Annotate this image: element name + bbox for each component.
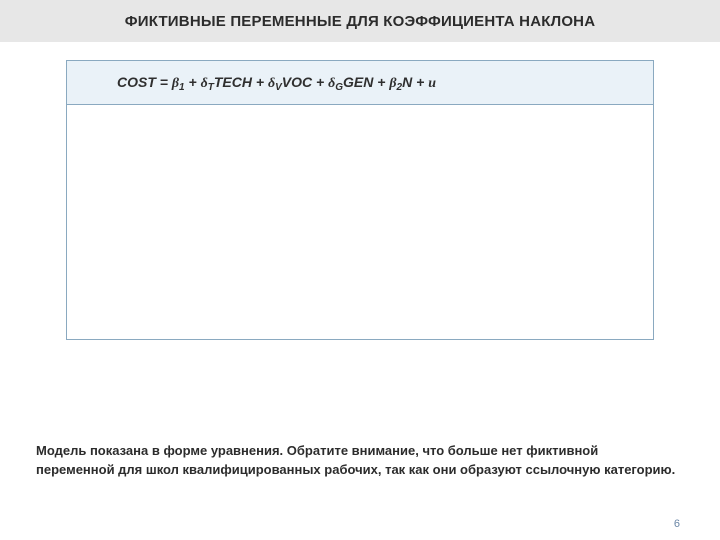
eq-eqsign: =: [156, 74, 172, 90]
eq-sub-4: 2: [397, 82, 403, 93]
eq-after-2: +: [312, 74, 328, 90]
caption-text: Модель показана в форме уравнения. Обрат…: [36, 442, 676, 480]
equation-box: COST = β1 + δTTECH + δVVOC + δGGEN + β2N…: [66, 60, 654, 340]
eq-after-4: +: [412, 74, 428, 90]
eq-sub-0: 1: [179, 82, 185, 93]
eq-after-1: +: [252, 74, 268, 90]
eq-var-4: N: [402, 74, 412, 90]
title-bar: ФИКТИВНЫЕ ПЕРЕМЕННЫЕ ДЛЯ КОЭФФИЦИЕНТА НА…: [0, 0, 720, 42]
eq-var-3: GEN: [343, 74, 373, 90]
equation-text: COST = β1 + δTTECH + δVVOC + δGGEN + β2N…: [117, 74, 436, 92]
eq-after-0: +: [185, 74, 201, 90]
equation-header: COST = β1 + δTTECH + δVVOC + δGGEN + β2N…: [67, 61, 653, 105]
page-number: 6: [674, 518, 680, 530]
eq-sub-2: V: [275, 82, 282, 93]
content-area: COST = β1 + δTTECH + δVVOC + δGGEN + β2N…: [0, 42, 720, 540]
eq-sub-3: G: [335, 82, 343, 93]
eq-sym-4: β: [389, 76, 396, 91]
eq-lhs: COST: [117, 74, 156, 90]
eq-var-1: TECH: [214, 74, 252, 90]
eq-sym-5: u: [428, 76, 436, 91]
eq-sub-1: T: [208, 82, 214, 93]
eq-var-2: VOC: [282, 74, 312, 90]
page-title: ФИКТИВНЫЕ ПЕРЕМЕННЫЕ ДЛЯ КОЭФФИЦИЕНТА НА…: [125, 13, 596, 30]
eq-after-3: +: [373, 74, 389, 90]
eq-sym-0: β: [172, 76, 179, 91]
eq-sym-1: δ: [201, 76, 208, 91]
